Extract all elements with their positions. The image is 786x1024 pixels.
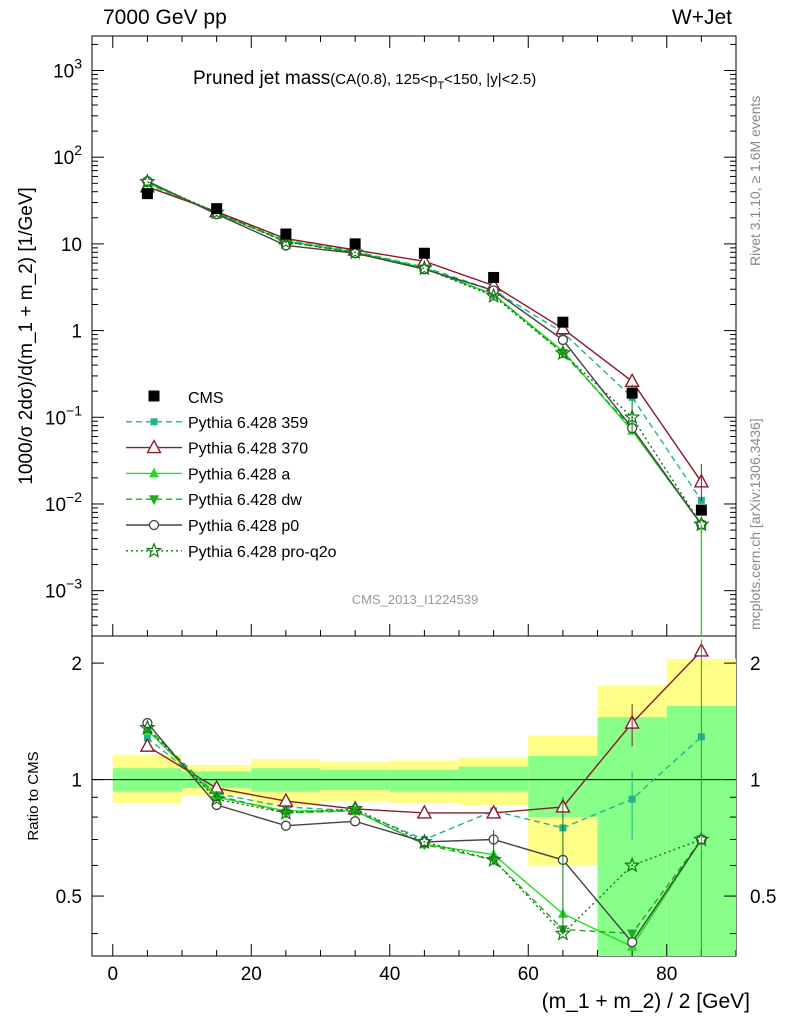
main-y-axis-label: 1000/σ 2dσ)/d(m_1 + m_2) [1/GeV] <box>16 187 37 485</box>
series-marker <box>146 439 162 454</box>
series-marker <box>416 259 433 276</box>
x-tick-label: 0 <box>107 964 118 985</box>
ratio-band-inner <box>389 769 460 792</box>
legend-label: Pythia 6.428 a <box>188 466 290 483</box>
energy-label: 7000 GeV pp <box>103 6 227 29</box>
series-marker <box>148 519 160 531</box>
process-label: W+Jet <box>671 6 732 29</box>
series-marker <box>211 203 223 215</box>
series-marker <box>623 856 641 873</box>
series-marker <box>485 287 502 304</box>
series-marker <box>139 173 156 189</box>
series-marker <box>139 719 156 735</box>
series-marker <box>627 929 638 940</box>
series-marker <box>149 467 159 478</box>
y-tick-label: 10−1 <box>45 402 82 429</box>
ratio-tick-label-left: 1 <box>71 771 82 792</box>
series-marker <box>557 334 569 346</box>
legend-label: CMS <box>188 390 224 407</box>
y-tick-label: 10−2 <box>45 489 82 516</box>
series-marker <box>695 504 707 516</box>
main-plot-series <box>139 173 710 636</box>
series-marker <box>485 851 502 867</box>
series-marker <box>141 188 153 200</box>
series-marker <box>280 228 292 240</box>
analysis-id: CMS_2013_I1224539 <box>352 592 479 607</box>
main-title: Pruned jet mass(CA(0.8), 125<pT<150, |y|… <box>193 68 536 92</box>
y-tick-label: 102 <box>53 142 82 169</box>
ratio-series-line <box>146 727 702 935</box>
cms-data-points <box>141 188 707 516</box>
x-axis: 0 20 40 60 80 <box>107 36 737 985</box>
x-tick-label: 40 <box>379 964 400 985</box>
series-marker <box>150 418 158 426</box>
series-marker <box>280 808 291 819</box>
series-marker <box>280 820 292 831</box>
series-marker <box>346 243 364 260</box>
main-series-line <box>147 181 702 525</box>
ratio-tick-label-right: 2 <box>750 654 761 675</box>
x-tick-label: 80 <box>656 964 677 985</box>
series-marker <box>208 790 225 807</box>
rivet-version-label: Rivet 3.1.10, ≥ 1.6M events <box>747 96 763 266</box>
legend: CMS Pythia 6.428 359 Pythia 6.428 370 Pythi… <box>126 390 337 561</box>
series-marker <box>148 390 160 402</box>
ratio-tick-label-right: 0.5 <box>750 887 776 908</box>
legend-label: Pythia 6.428 p0 <box>188 518 299 535</box>
series-marker <box>149 495 159 506</box>
x-tick-label: 20 <box>241 964 262 985</box>
y-tick-label: 10 <box>61 235 82 256</box>
series-marker <box>485 804 502 819</box>
series-marker <box>277 233 295 250</box>
series-marker <box>277 804 295 820</box>
ratio-tick-label-left: 2 <box>71 654 82 675</box>
series-marker <box>488 855 499 866</box>
legend-label: Pythia 6.428 359 <box>188 415 308 432</box>
series-marker <box>418 247 430 259</box>
ratio-y-axis-label: Ratio to CMS <box>25 751 42 840</box>
series-marker <box>349 816 361 827</box>
x-axis-label: (m_1 + m_2) / 2 [GeV] <box>542 990 750 1013</box>
main-series-line <box>147 186 702 483</box>
series-marker <box>416 833 433 849</box>
series-marker <box>557 316 569 328</box>
series-marker <box>419 264 430 275</box>
series-marker <box>416 804 433 819</box>
series-marker <box>624 372 640 388</box>
series-marker <box>145 542 163 558</box>
y-tick-label: 10−3 <box>45 576 82 603</box>
legend-label: Pythia 6.428 pro-q2o <box>188 544 337 561</box>
series-marker <box>557 349 568 360</box>
series-marker <box>555 320 571 335</box>
series-marker <box>554 924 572 941</box>
series-marker <box>626 387 638 399</box>
ratio-y-axis: 0.5 0.5 1 1 2 2 <box>56 654 776 935</box>
legend-label: Pythia 6.428 370 <box>188 441 308 458</box>
series-marker <box>626 937 638 948</box>
legend-label: Pythia 6.428 dw <box>188 492 302 509</box>
ratio-plot-series <box>139 639 710 956</box>
series-marker <box>346 800 364 816</box>
series-marker <box>211 791 222 802</box>
series-marker <box>139 737 156 752</box>
series-marker <box>488 271 500 283</box>
ratio-tick-label-right: 1 <box>750 771 761 792</box>
series-marker <box>554 344 572 361</box>
x-tick-label: 60 <box>518 964 539 985</box>
ratio-tick-label-left: 0.5 <box>56 887 82 908</box>
mcplots-label: mcplots.cern.ch [arXiv:1306.3436] <box>747 418 763 630</box>
y-tick-label: 103 <box>53 55 82 82</box>
series-marker <box>349 238 361 250</box>
y-tick-label: 1 <box>71 322 82 343</box>
